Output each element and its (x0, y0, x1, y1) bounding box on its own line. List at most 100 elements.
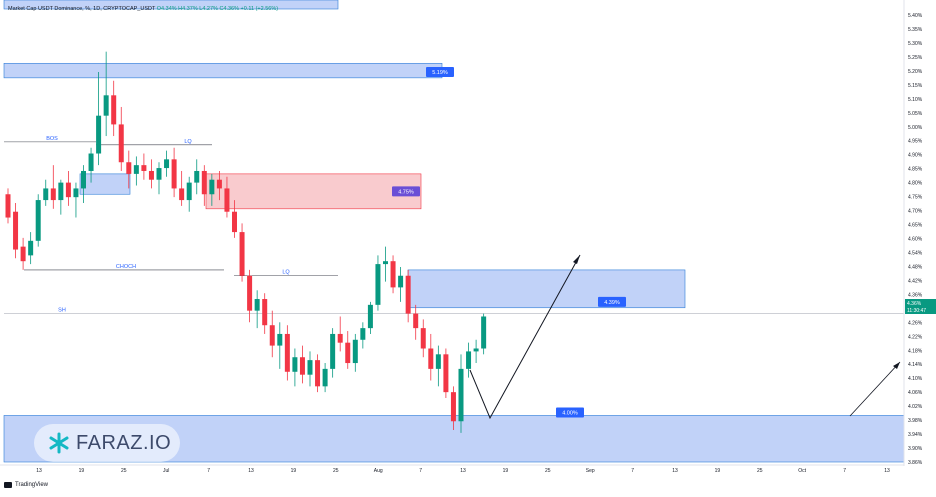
y-tick-label: 3.86% (908, 460, 923, 466)
projection-path-right (849, 361, 901, 417)
y-tick-label: 3.98% (908, 418, 923, 424)
x-tick-label: 19 (503, 468, 509, 474)
candle-body (28, 240, 34, 256)
candle-body (118, 124, 124, 163)
candle-body (201, 170, 207, 195)
candle-body (224, 188, 230, 212)
candle-body (88, 153, 94, 171)
zone-label: 5.19% (432, 70, 448, 76)
brand-label: TradingView (15, 482, 49, 488)
candle-body (179, 188, 185, 201)
current-price-label: 4.36% (907, 301, 922, 307)
symbol-legend: Market Cap USDT Dominance, %, 1D, CRYPTO… (8, 6, 278, 12)
candle-body (133, 165, 139, 174)
candle-body (126, 162, 132, 174)
current-price-box (905, 299, 936, 314)
candle-body (58, 182, 64, 201)
candle-body (352, 339, 358, 364)
candle-body (96, 115, 102, 154)
candle-body (360, 328, 366, 340)
candle-body (413, 313, 419, 329)
y-tick-label: 4.42% (908, 278, 923, 284)
zone-box (3, 62, 443, 79)
candle-body (232, 211, 237, 233)
x-tick-label: 13 (36, 468, 42, 474)
projection-path (469, 254, 581, 420)
legend-title: Market Cap USDT Dominance, %, 1D, CRYPTO… (8, 6, 156, 12)
candle-body (103, 95, 109, 116)
candle-body (262, 299, 268, 326)
y-tick-label: 5.20% (908, 69, 923, 75)
candle-body (405, 275, 411, 314)
y-tick-label: 5.05% (908, 111, 923, 117)
candle-body (315, 360, 321, 387)
candle-body (443, 354, 449, 393)
candle-body (466, 351, 472, 369)
candle-body (20, 246, 26, 262)
zone-label-box (426, 67, 454, 78)
candle-body (292, 357, 298, 372)
level-label: BOS (46, 136, 58, 142)
candle-body (65, 182, 71, 198)
candle-body (73, 188, 79, 198)
level-label: CHOCH (116, 264, 136, 270)
x-tick-label: 25 (121, 468, 127, 474)
y-tick-label: 4.80% (908, 181, 923, 187)
y-tick-label: 4.14% (908, 362, 923, 368)
faraz-logo-icon (49, 432, 69, 454)
candle-body (435, 354, 441, 369)
projection-arrowhead-right (893, 362, 900, 369)
candle-body (458, 368, 464, 422)
y-tick-label: 4.06% (908, 390, 923, 396)
x-tick-label: Jul (163, 468, 169, 474)
candle-body (375, 264, 381, 305)
zone-label-box (556, 407, 584, 418)
candle-body (50, 188, 56, 201)
y-tick-label: 3.94% (908, 432, 923, 438)
projection-arrowhead (573, 255, 580, 264)
candle-body (428, 348, 434, 369)
legend-ohlc: O4.34% H4.37% L4.27% C4.36% +0.11 (+2.56… (156, 6, 279, 12)
zone-label: 4.75% (398, 189, 414, 195)
x-tick-label: 19 (79, 468, 85, 474)
candle-body (481, 316, 487, 349)
y-tick-label: 4.90% (908, 153, 923, 159)
candle-body (194, 170, 200, 183)
y-tick-label: 5.25% (908, 55, 923, 61)
x-tick-label: 19 (291, 468, 297, 474)
watermark-text: FARAZ.IO (76, 431, 172, 454)
candle-body (141, 165, 147, 171)
candle-body (43, 188, 49, 201)
candle-body (473, 348, 479, 352)
x-tick-label: 13 (460, 468, 466, 474)
candle-body (186, 182, 192, 201)
x-tick-label: 7 (419, 468, 422, 474)
y-tick-label: 4.10% (908, 376, 923, 382)
candles-layer (5, 51, 487, 433)
candle-body (239, 232, 245, 276)
x-tick-label: 25 (545, 468, 551, 474)
y-tick-label: 4.18% (908, 348, 923, 354)
candle-body (247, 275, 253, 311)
candle-body (111, 95, 117, 125)
x-tick-label: 13 (248, 468, 254, 474)
candle-body (420, 328, 426, 349)
y-tick-label: 4.48% (908, 264, 923, 270)
y-tick-label: 3.90% (908, 446, 923, 452)
levels-layer: BOS LQ CHOCH LQ SH (4, 136, 904, 314)
labels-layer: 5.19% 4.75% 4.39% 4.00% (392, 67, 626, 418)
tradingview-brand[interactable]: TradingView (4, 482, 48, 488)
y-tick-label: 5.00% (908, 125, 923, 131)
time-axis: 13 19 25 Jul 7 13 19 25 Aug 7 13 19 25 Sep 7 13 19 25 Oct 7… (0, 464, 904, 474)
y-tick-label: 5.15% (908, 83, 923, 89)
zone-box (407, 269, 686, 309)
current-price-countdown: 11:30:47 (907, 308, 926, 314)
y-tick-label: 4.95% (908, 139, 923, 145)
candle-body (345, 342, 351, 364)
candle-body (156, 168, 162, 180)
candle-body (5, 194, 11, 218)
candle-body (164, 159, 170, 169)
y-tick-label: 4.26% (908, 320, 923, 326)
